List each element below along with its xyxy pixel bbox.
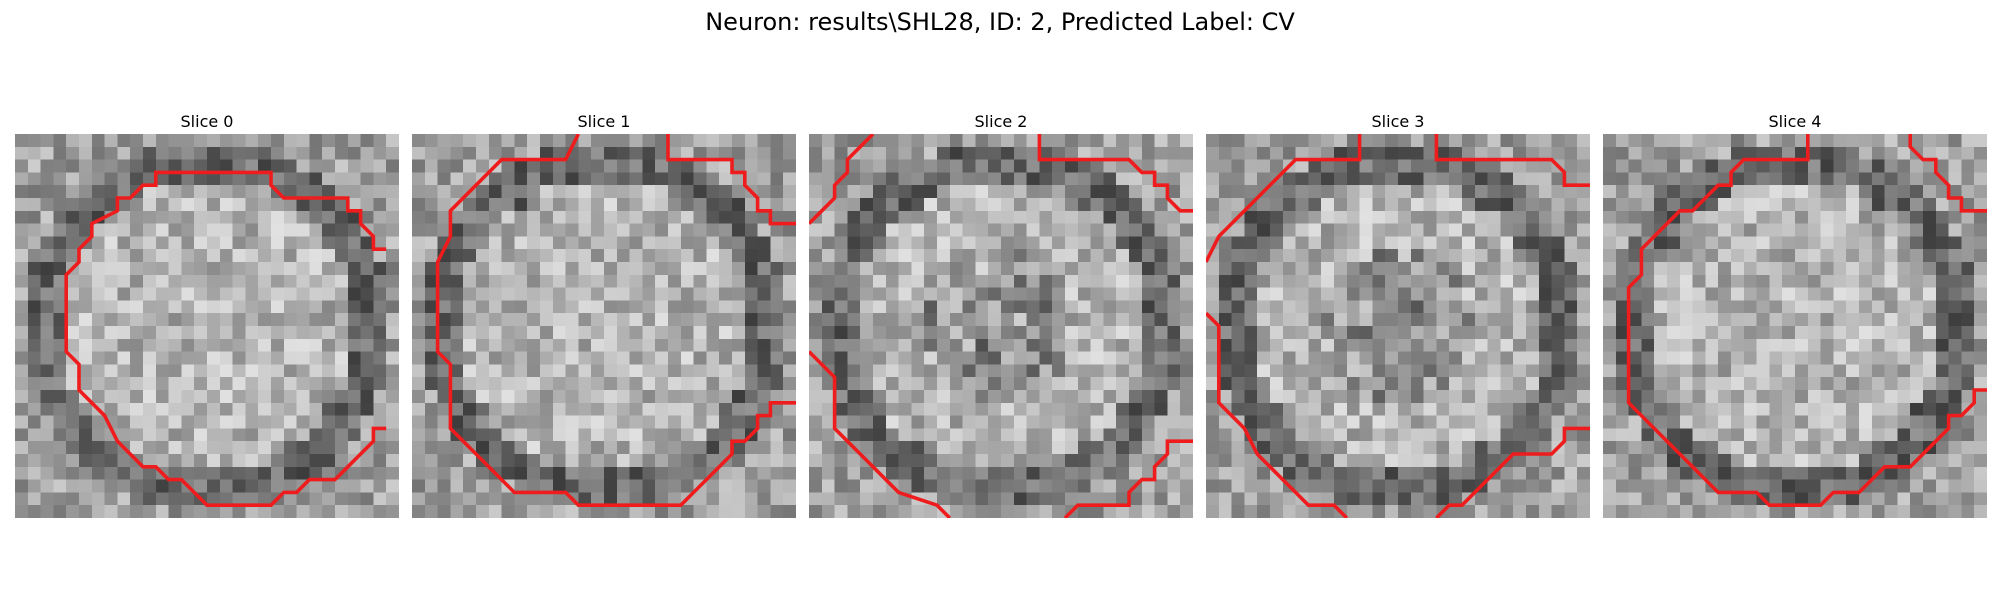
contour-outline bbox=[64, 170, 387, 507]
slice-panel-2: Slice 2 bbox=[809, 110, 1193, 518]
slice-image-3 bbox=[1206, 134, 1590, 518]
slice-image-2 bbox=[809, 134, 1193, 518]
slice-panel-1: Slice 1 bbox=[412, 110, 796, 518]
slice-title-1: Slice 1 bbox=[577, 112, 631, 131]
slice-panel-4: Slice 4 bbox=[1603, 110, 1987, 518]
contour-outline bbox=[1206, 134, 1590, 518]
slice-title-4: Slice 4 bbox=[1768, 112, 1822, 131]
slice-image-0 bbox=[15, 134, 399, 518]
slice-image-1 bbox=[412, 134, 796, 518]
slice-panel-0: Slice 0 bbox=[15, 110, 399, 518]
slice-title-3: Slice 3 bbox=[1371, 112, 1425, 131]
slice-image-4 bbox=[1603, 134, 1987, 518]
contour-outline bbox=[435, 134, 796, 507]
contour-outline bbox=[1626, 134, 1987, 507]
figure-title: Neuron: results\SHL28, ID: 2, Predicted … bbox=[705, 8, 1295, 36]
slice-title-2: Slice 2 bbox=[974, 112, 1028, 131]
slice-panel-3: Slice 3 bbox=[1206, 110, 1590, 518]
contour-outline bbox=[809, 134, 1193, 518]
slice-title-0: Slice 0 bbox=[180, 112, 234, 131]
